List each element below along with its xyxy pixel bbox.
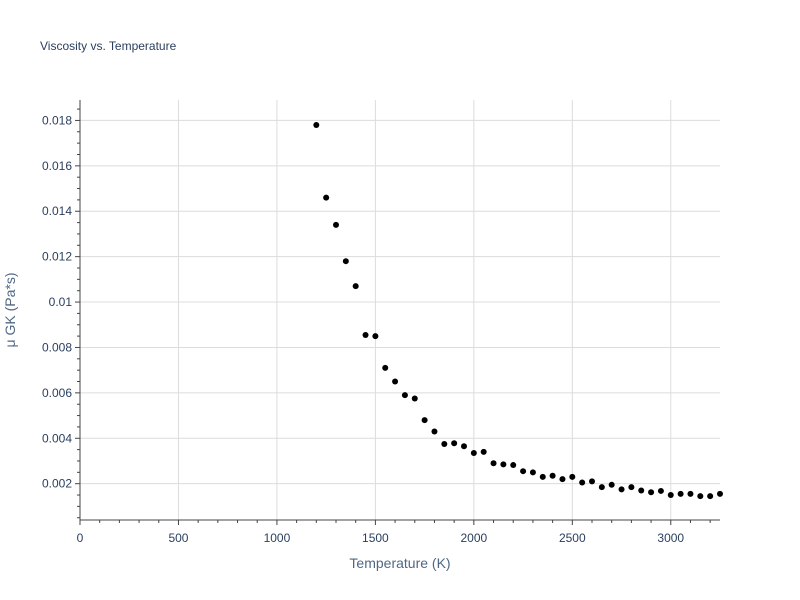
data-point	[372, 333, 379, 340]
y-axis-title: μ GK (Pa*s)	[2, 273, 18, 348]
data-point	[687, 490, 694, 497]
data-point	[648, 489, 655, 496]
data-point	[451, 440, 458, 447]
data-point	[529, 469, 536, 476]
x-tick-label: 1000	[264, 531, 291, 545]
data-point	[717, 490, 723, 497]
data-point	[569, 473, 576, 480]
data-point	[313, 121, 320, 128]
y-tick-label: 0.01	[49, 295, 73, 309]
data-point	[520, 468, 527, 475]
chart-title: Viscosity vs. Temperature	[40, 39, 177, 53]
x-tick-label: 500	[168, 531, 188, 545]
data-point	[382, 364, 389, 371]
data-point	[333, 221, 339, 228]
data-point	[500, 461, 507, 468]
data-point	[392, 378, 399, 385]
data-point	[598, 484, 605, 491]
data-point	[323, 194, 330, 201]
data-point	[559, 476, 566, 483]
data-point	[342, 258, 349, 265]
y-tick-label: 0.012	[42, 250, 72, 264]
data-points	[313, 121, 723, 500]
data-point	[510, 462, 517, 469]
grid-lines	[80, 100, 720, 520]
axes: 0 500 1000 1500 2000 2500 3000 0.002 0.004 0.006 0…	[42, 100, 720, 545]
data-point	[638, 487, 645, 494]
y-tick-label: 0.016	[42, 159, 72, 173]
data-point	[608, 481, 615, 488]
data-point	[539, 473, 546, 480]
data-point	[401, 392, 408, 399]
x-tick-label: 2500	[559, 531, 586, 545]
data-point	[352, 283, 359, 290]
data-point	[461, 443, 467, 450]
data-point	[589, 478, 595, 485]
y-tick-label: 0.002	[42, 477, 72, 491]
data-point	[490, 460, 497, 467]
data-point	[697, 493, 704, 500]
y-tick-label: 0.004	[42, 431, 72, 445]
data-point	[677, 490, 684, 497]
data-point	[618, 486, 625, 493]
data-point	[362, 331, 369, 338]
data-point	[480, 448, 487, 455]
x-axis-title: Temperature (K)	[349, 555, 450, 571]
data-point	[667, 492, 674, 499]
data-point	[421, 417, 428, 424]
data-point	[657, 487, 664, 494]
data-point	[411, 395, 418, 402]
data-point	[628, 484, 635, 491]
x-tick-label: 3000	[657, 531, 684, 545]
data-point	[470, 450, 477, 457]
x-tick-label: 2000	[460, 531, 487, 545]
data-point	[707, 493, 714, 500]
y-tick-label: 0.008	[42, 340, 72, 354]
data-point	[579, 479, 586, 486]
data-point	[549, 472, 556, 479]
y-tick-label: 0.018	[42, 113, 72, 127]
x-tick-label: 1500	[362, 531, 389, 545]
y-tick-label: 0.006	[42, 386, 72, 400]
data-point	[441, 440, 448, 447]
data-point	[431, 428, 438, 435]
x-tick-label: 0	[77, 531, 84, 545]
y-tick-label: 0.014	[42, 204, 72, 218]
